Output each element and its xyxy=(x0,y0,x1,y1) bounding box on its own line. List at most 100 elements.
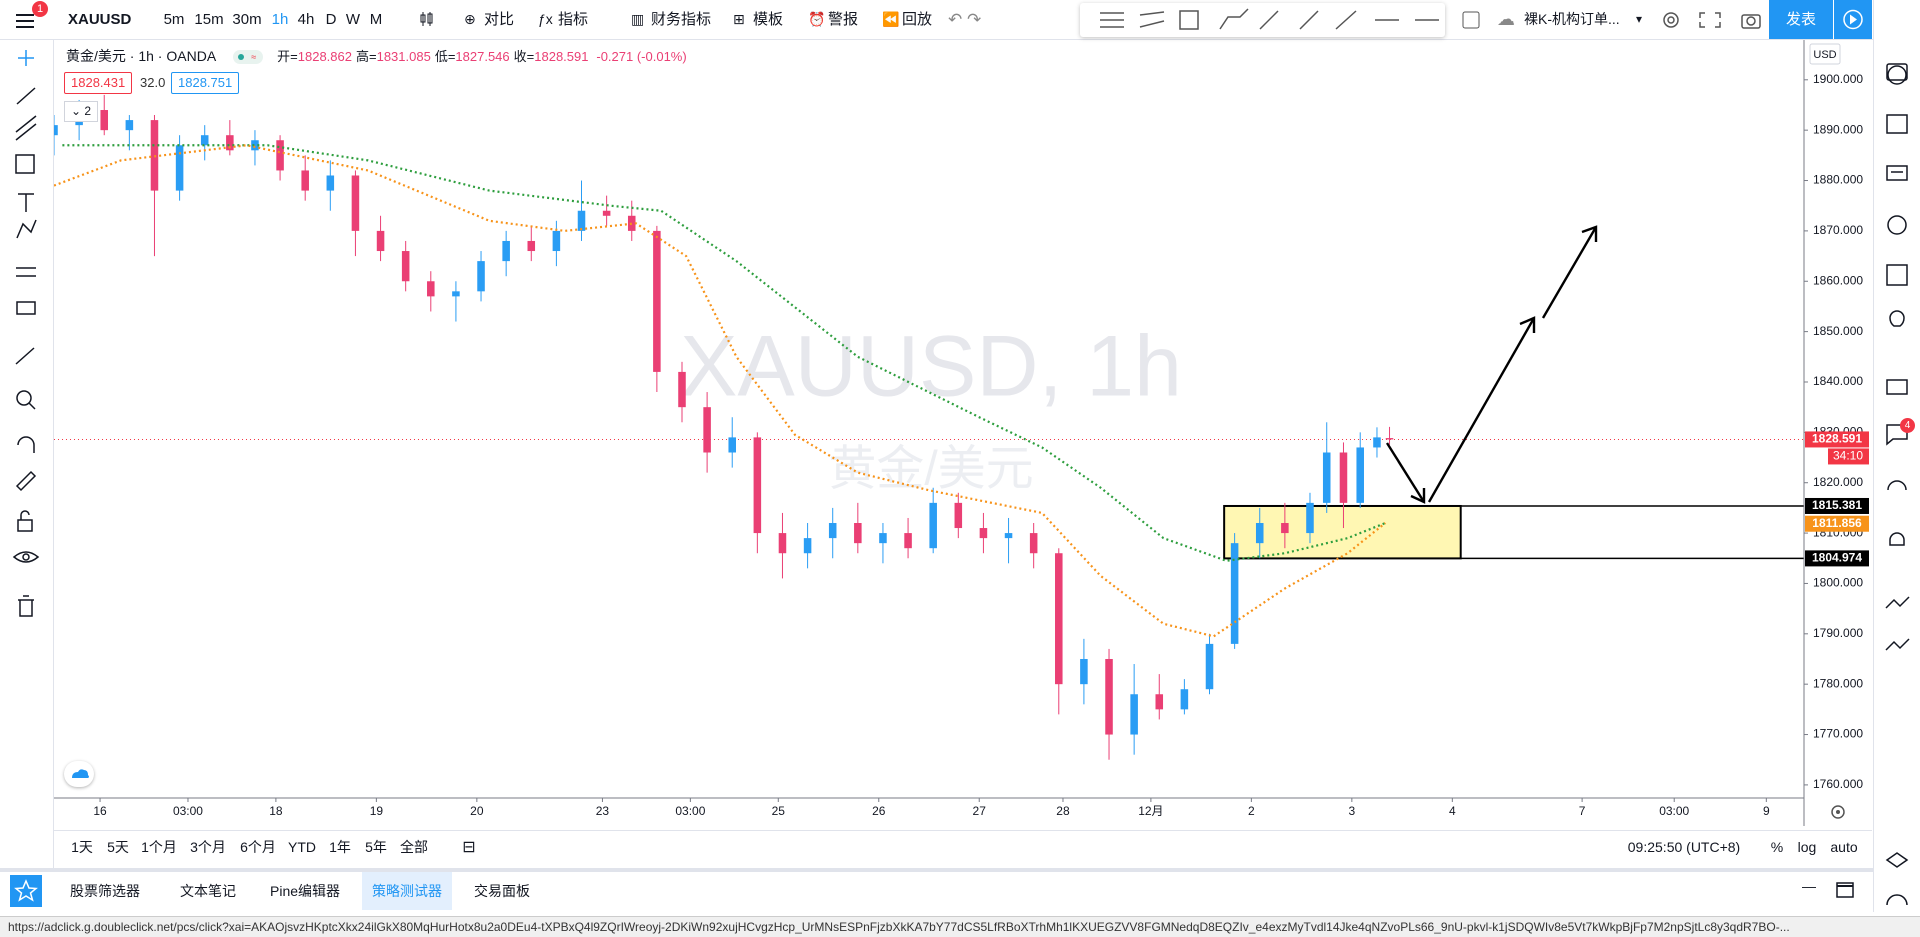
x-tick-label: 03:00 xyxy=(173,804,203,818)
candle-body xyxy=(175,145,184,191)
x-tick-label: 3 xyxy=(1349,804,1356,818)
y-tick-label: 1880.000 xyxy=(1813,173,1863,187)
range-button[interactable]: 5天 xyxy=(107,839,129,855)
watermark-subtitle: 黄金/美元 xyxy=(828,443,1033,496)
rect-tool[interactable] xyxy=(1462,11,1480,29)
candle-body xyxy=(226,135,234,151)
zone-bottom-label-box xyxy=(1805,550,1869,567)
drawing-tools[interactable] xyxy=(0,40,53,870)
toolbar-button[interactable]: 警报 xyxy=(828,11,859,28)
y-tick-label: 1890.000 xyxy=(1813,122,1863,136)
x-tick-label: 16 xyxy=(93,804,107,818)
toolbar-button[interactable]: 对比 xyxy=(484,11,515,28)
menu-button[interactable] xyxy=(14,9,40,31)
y-tick-label: 1820.000 xyxy=(1813,475,1863,489)
clock[interactable]: 09:25:50 (UTC+8) xyxy=(1627,839,1741,855)
candle-body xyxy=(477,261,485,292)
scale-option[interactable]: log xyxy=(1797,839,1817,855)
interval-button[interactable]: 4h xyxy=(297,11,315,28)
date-range-icon[interactable]: ⊟ xyxy=(462,839,476,856)
interval-button[interactable]: W xyxy=(345,11,361,28)
cloud-button[interactable] xyxy=(64,761,94,787)
range-button[interactable]: 1年 xyxy=(329,839,351,855)
candle-body xyxy=(904,533,912,549)
ask-button[interactable]: 1828.751 xyxy=(171,72,240,94)
candle-body xyxy=(1339,452,1348,503)
toolbar-button[interactable]: 指标 xyxy=(558,11,589,28)
x-tick-label: 20 xyxy=(470,804,484,818)
candle-body xyxy=(452,291,460,297)
candle-body xyxy=(301,170,309,191)
tab[interactable]: 文本笔记 xyxy=(180,883,236,899)
candle-body xyxy=(803,538,812,554)
y-tick-label: 1760.000 xyxy=(1813,777,1863,791)
y-tick-label: 1840.000 xyxy=(1813,374,1863,388)
layout-name[interactable]: 裸K-机构订单... xyxy=(1524,11,1620,27)
candle-body xyxy=(1205,643,1214,690)
range-button[interactable]: 1天 xyxy=(71,839,93,855)
replay-play[interactable] xyxy=(1834,0,1872,39)
status-url: https://adclick.g.doubleclick.net/pcs/cl… xyxy=(8,920,1790,934)
tab[interactable]: 交易面板 xyxy=(474,883,530,899)
interval-button[interactable]: D xyxy=(325,11,337,28)
candle-body xyxy=(1281,523,1289,534)
publish-button[interactable]: 发表 xyxy=(1769,0,1833,39)
scale-option[interactable]: auto xyxy=(1830,839,1858,855)
interval-button[interactable]: 1h xyxy=(271,11,289,28)
range-button[interactable]: 6个月 xyxy=(240,839,276,855)
top-toolbar: 1 XAUUSD 5m 15m 30m 1h 4h D W M ⊕ 对比 ƒx 指标 ▥ 财务指标 ⊞ 模板… xyxy=(0,0,1920,40)
candle-body xyxy=(1080,658,1088,685)
layout-dropdown[interactable]: ▾ xyxy=(1636,12,1643,26)
candle-body xyxy=(1230,543,1239,644)
undo[interactable]: ↶ ↷ xyxy=(948,10,982,29)
candle-body xyxy=(427,281,435,297)
range-button[interactable]: 1个月 xyxy=(141,839,177,855)
chat-badge: 4 xyxy=(1900,418,1915,433)
chart-type[interactable] xyxy=(418,9,438,29)
tab[interactable]: Pine编辑器 xyxy=(270,883,341,899)
candle-body xyxy=(1180,689,1189,710)
axis-settings[interactable] xyxy=(1831,805,1845,819)
toolbar-button[interactable]: 回放 xyxy=(902,11,933,28)
x-tick-label: 03:00 xyxy=(1659,804,1689,818)
toolbar-icons[interactable] xyxy=(1660,9,1780,31)
toolbar-button[interactable]: 财务指标 xyxy=(651,11,712,28)
minimize[interactable]: — xyxy=(1802,878,1816,894)
y-tick-label: 1850.000 xyxy=(1813,324,1863,338)
range-button[interactable]: 3个月 xyxy=(190,839,226,855)
sidebar-icons[interactable] xyxy=(1874,0,1920,912)
range-button[interactable]: 全部 xyxy=(400,839,428,855)
market-status[interactable]: ≈ xyxy=(233,50,264,65)
interval-button[interactable]: M xyxy=(369,11,383,28)
currency-box[interactable] xyxy=(1809,43,1841,65)
candle-body xyxy=(703,407,711,453)
right-sidebar: 4 xyxy=(1873,0,1920,912)
interval-button[interactable]: 15m xyxy=(194,11,224,28)
symbol-search[interactable]: XAUUSD xyxy=(68,11,132,28)
maximize[interactable] xyxy=(1836,882,1854,898)
interval-button[interactable]: 30m xyxy=(232,11,262,28)
toolbar-button[interactable]: 模板 xyxy=(753,11,784,28)
candle-body xyxy=(577,210,586,231)
favorites[interactable] xyxy=(10,875,42,907)
legend-change: -0.271 (-0.01%) xyxy=(596,49,687,64)
tab[interactable]: 股票筛选器 xyxy=(70,883,140,899)
candle-body xyxy=(276,140,284,171)
candle-body xyxy=(502,240,510,262)
candle-body xyxy=(1029,533,1038,554)
candle-body xyxy=(527,240,536,252)
candle-body xyxy=(125,120,134,131)
interval-button[interactable]: 5m xyxy=(163,11,185,28)
range-button[interactable]: 5年 xyxy=(365,839,387,855)
bid-button[interactable]: 1828.431 xyxy=(64,72,133,94)
y-tick-label: 1870.000 xyxy=(1813,223,1863,237)
x-tick-label: 19 xyxy=(370,804,384,818)
tab[interactable]: 策略测试器 xyxy=(362,872,452,910)
candle-body xyxy=(929,502,937,549)
scale-option[interactable]: % xyxy=(1770,839,1784,855)
left-toolbar xyxy=(0,40,54,870)
ohlc-key: 高= xyxy=(356,49,377,64)
range-button[interactable]: YTD xyxy=(288,839,316,855)
indicator-toggle[interactable]: ⌄ 2 xyxy=(64,101,98,122)
